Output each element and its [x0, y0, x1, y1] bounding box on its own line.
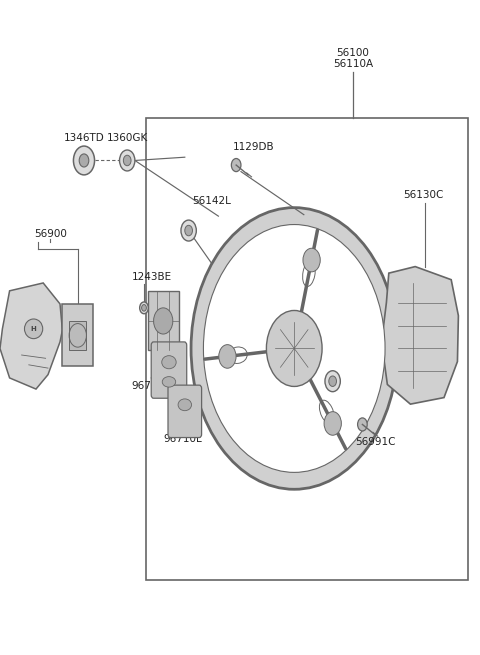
Text: 56100
56110A: 56100 56110A	[333, 48, 373, 69]
Circle shape	[329, 376, 336, 386]
Text: 1346TD: 1346TD	[64, 133, 104, 143]
Text: 1360GK: 1360GK	[107, 133, 148, 143]
Ellipse shape	[162, 356, 176, 369]
Circle shape	[231, 159, 241, 172]
Circle shape	[325, 371, 340, 392]
Polygon shape	[0, 283, 62, 389]
Text: 1243BE: 1243BE	[132, 272, 172, 282]
Polygon shape	[382, 267, 458, 404]
Circle shape	[142, 305, 146, 311]
Text: 56142L: 56142L	[192, 196, 231, 206]
Circle shape	[79, 154, 89, 167]
Text: 96710L: 96710L	[163, 434, 202, 443]
Bar	[148, 291, 179, 350]
Text: 96710R: 96710R	[131, 381, 171, 391]
Text: H: H	[31, 326, 36, 332]
Circle shape	[266, 310, 322, 386]
Circle shape	[154, 308, 173, 334]
FancyBboxPatch shape	[168, 385, 202, 438]
Circle shape	[358, 418, 367, 431]
Text: 56991C: 56991C	[355, 437, 396, 447]
Circle shape	[123, 155, 131, 166]
Text: 56130C: 56130C	[403, 190, 444, 200]
Circle shape	[191, 208, 397, 489]
Circle shape	[73, 146, 95, 175]
Ellipse shape	[178, 399, 192, 411]
Circle shape	[181, 220, 196, 241]
Ellipse shape	[162, 377, 176, 387]
Circle shape	[185, 225, 192, 236]
Circle shape	[219, 345, 236, 368]
Bar	[62, 305, 94, 367]
FancyBboxPatch shape	[151, 342, 187, 398]
Text: 1129DB: 1129DB	[233, 142, 275, 152]
Bar	[146, 118, 468, 580]
Bar	[69, 321, 86, 350]
Text: 56900: 56900	[34, 229, 67, 239]
Circle shape	[324, 411, 341, 435]
Circle shape	[140, 302, 148, 314]
Text: 56142R: 56142R	[338, 386, 379, 396]
Circle shape	[120, 150, 135, 171]
Circle shape	[204, 225, 385, 472]
Ellipse shape	[24, 319, 43, 339]
Circle shape	[303, 248, 320, 272]
